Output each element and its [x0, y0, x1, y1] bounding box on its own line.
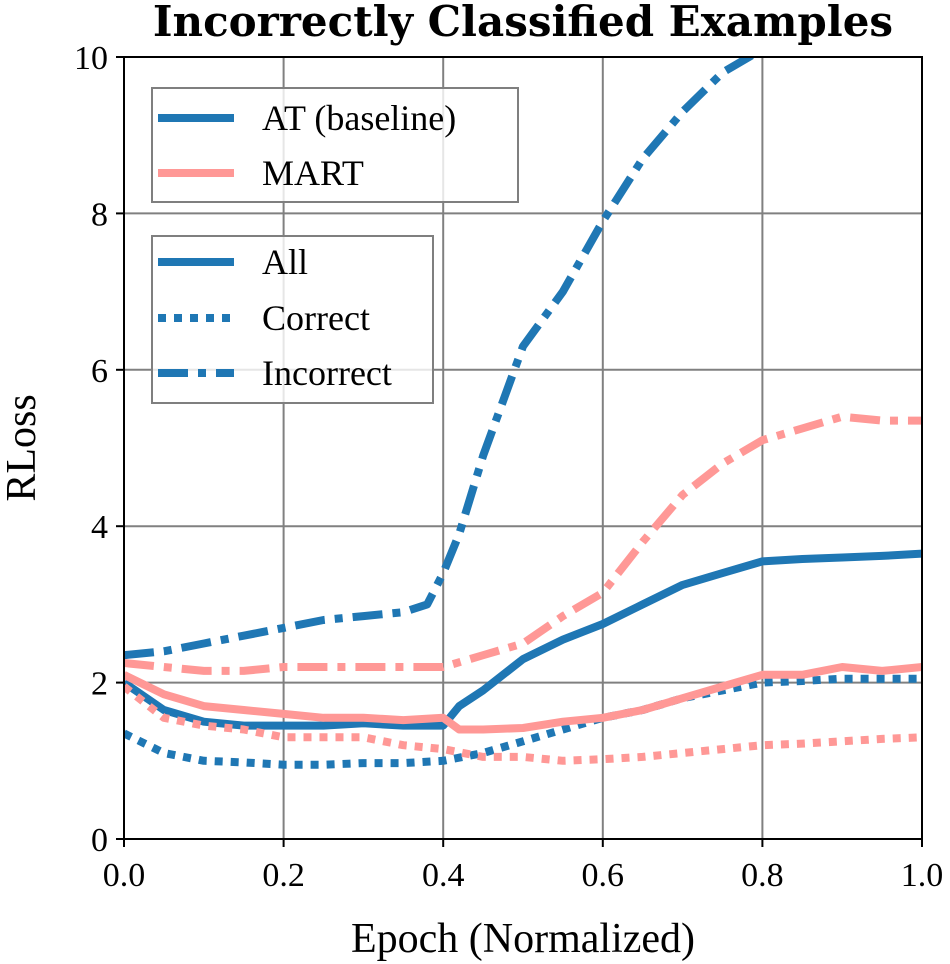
series-mart-all — [124, 663, 922, 734]
y-tick-label: 6 — [91, 353, 108, 390]
y-tick-label: 0 — [91, 822, 108, 859]
y-tick-label: 10 — [74, 40, 108, 77]
x-tick-label: 0.4 — [422, 857, 465, 894]
legend-style-correct-label: Correct — [262, 298, 370, 338]
series-layer — [124, 57, 922, 769]
y-axis-label: RLoss — [0, 394, 45, 501]
legend-style-incorrect-label: Incorrect — [262, 353, 392, 393]
x-tick-label: 0.2 — [262, 857, 305, 894]
x-tick-label: 0.8 — [741, 857, 784, 894]
legend-styles: All Correct Incorrect — [151, 235, 434, 404]
x-ticks: 0.0 0.2 0.4 0.6 0.8 1.0 — [103, 839, 944, 894]
y-tick-label: 4 — [91, 509, 108, 546]
y-tick-label: 8 — [91, 196, 108, 233]
legend-methods-box — [151, 87, 519, 203]
chart-title: Incorrectly Classified Examples — [153, 0, 893, 46]
legend-methods: AT (baseline) MART — [151, 87, 519, 203]
series-mart-correct — [124, 683, 922, 765]
legend-method-mart-label: MART — [262, 153, 364, 193]
x-tick-label: 0.6 — [582, 857, 625, 894]
legend-method-at-label: AT (baseline) — [262, 98, 456, 138]
y-ticks: 0 2 4 6 8 10 — [74, 40, 124, 859]
plot-frame — [123, 56, 923, 840]
x-tick-label: 1.0 — [901, 857, 944, 894]
legend-style-all-label: All — [262, 242, 308, 282]
x-tick-label: 0.0 — [103, 857, 146, 894]
y-tick-label: 2 — [91, 666, 108, 703]
series-at-baseline-all — [124, 549, 922, 730]
series-at-baseline-incorrect — [124, 57, 804, 660]
series-mart-incorrect — [124, 412, 922, 675]
series-at-baseline-correct — [124, 674, 922, 769]
x-axis-label: Epoch (Normalized) — [351, 916, 695, 962]
